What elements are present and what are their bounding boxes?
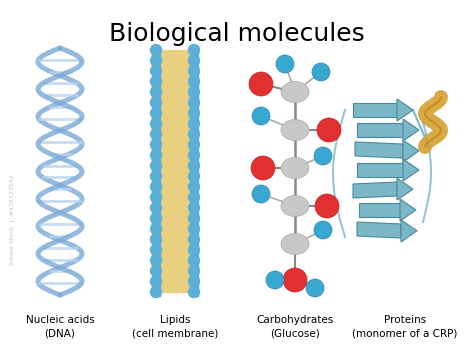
Circle shape [189,223,200,234]
Circle shape [151,287,162,298]
Circle shape [151,55,162,66]
Circle shape [189,160,200,171]
Text: Adobe Stock  |  #478323542: Adobe Stock | #478323542 [9,175,15,265]
Circle shape [151,129,162,140]
Polygon shape [357,163,403,177]
Circle shape [151,87,162,98]
Bar [152,46,160,296]
Circle shape [189,192,200,203]
Bar [156,50,194,292]
Circle shape [189,171,200,182]
Text: Carbohydrates
(Glucose): Carbohydrates (Glucose) [256,315,334,339]
Circle shape [189,108,200,119]
Polygon shape [357,222,401,238]
Circle shape [151,192,162,203]
Circle shape [151,76,162,87]
Circle shape [189,245,200,255]
Polygon shape [403,140,419,162]
Circle shape [151,108,162,119]
Ellipse shape [281,120,309,141]
Circle shape [151,276,162,287]
Circle shape [151,139,162,150]
Circle shape [189,118,200,129]
Circle shape [151,160,162,171]
Circle shape [312,63,330,81]
Circle shape [189,97,200,108]
Circle shape [249,72,273,96]
Polygon shape [397,178,413,200]
Circle shape [189,66,200,77]
Circle shape [151,181,162,192]
Circle shape [189,213,200,224]
Circle shape [151,171,162,182]
Bar [190,46,198,296]
Circle shape [151,245,162,255]
Circle shape [151,66,162,77]
Circle shape [189,255,200,266]
Circle shape [189,129,200,140]
Circle shape [189,234,200,245]
Ellipse shape [281,82,309,103]
Circle shape [189,266,200,277]
Circle shape [314,221,332,239]
Circle shape [151,255,162,266]
Circle shape [315,194,339,218]
Text: Proteins
(monomer of a CRP): Proteins (monomer of a CRP) [352,315,458,339]
Polygon shape [401,220,417,242]
Circle shape [189,287,200,298]
Polygon shape [359,203,400,217]
Circle shape [151,266,162,277]
Ellipse shape [281,234,309,255]
Circle shape [189,87,200,98]
Text: Nucleic acids
(DNA): Nucleic acids (DNA) [26,315,94,339]
Circle shape [151,118,162,129]
Circle shape [151,97,162,108]
Circle shape [317,118,341,142]
Polygon shape [357,123,403,137]
Polygon shape [355,142,403,158]
Polygon shape [403,119,419,141]
Circle shape [151,202,162,213]
Circle shape [151,234,162,245]
Polygon shape [353,103,397,117]
Circle shape [252,107,270,125]
Circle shape [151,223,162,234]
Ellipse shape [281,157,309,178]
Circle shape [276,55,294,73]
Circle shape [251,156,275,180]
Polygon shape [353,182,397,198]
Circle shape [151,213,162,224]
Polygon shape [397,99,413,121]
Circle shape [189,139,200,150]
Ellipse shape [281,195,309,216]
Text: Biological molecules: Biological molecules [109,22,365,46]
Circle shape [252,185,270,203]
Circle shape [189,150,200,161]
Circle shape [189,44,200,56]
Circle shape [151,44,162,56]
Circle shape [189,76,200,87]
Circle shape [266,271,284,289]
Text: Lipids
(cell membrane): Lipids (cell membrane) [132,315,218,339]
Circle shape [306,279,324,297]
Circle shape [189,276,200,287]
Circle shape [189,202,200,213]
Circle shape [189,55,200,66]
Circle shape [283,268,307,292]
Circle shape [189,181,200,192]
Circle shape [151,150,162,161]
Polygon shape [400,199,416,221]
Polygon shape [403,159,419,181]
Circle shape [314,147,332,165]
